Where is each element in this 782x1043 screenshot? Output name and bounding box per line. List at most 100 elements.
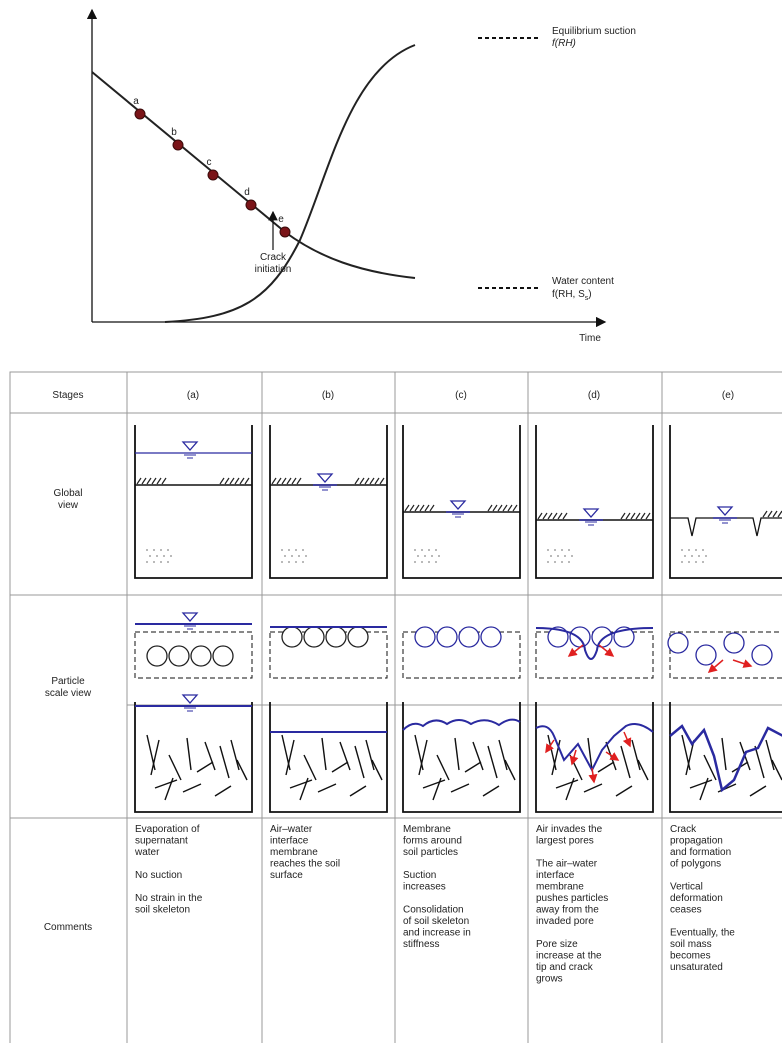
legend-text: ) [588,289,591,300]
soil-dot [695,549,697,551]
comment-text: Air invades the [536,824,603,835]
comment-text: becomes [670,951,711,962]
particle-stick [437,755,449,780]
soil-dot [435,549,437,551]
hatch [488,505,492,511]
soil-dot [160,561,162,563]
soil-dot [695,561,697,563]
row-label: view [58,500,79,511]
container [135,425,252,578]
particle-stick [183,784,201,792]
soil-surface [670,518,782,536]
comment-text: Pore size [536,939,578,950]
particle [169,646,189,666]
hatch [370,478,374,484]
particle-stick [290,780,312,788]
comment-text: of polygons [670,859,721,870]
comment-text: soil mass [670,939,712,950]
water-curve [165,45,415,322]
soil-dot [557,555,559,557]
particle-stick [165,778,173,800]
soil-dot [561,561,563,563]
comment-text: Suction [403,870,436,881]
particle [696,645,716,665]
particle-stick [755,746,764,778]
legend-text: f(RH) [552,38,576,49]
water-symbol [183,695,197,703]
stage-point [246,200,256,210]
comment-text: Consolidation [403,905,464,916]
particle-stick [220,746,229,778]
hatch [420,505,424,511]
particle-stick [690,780,712,788]
particle-stick [332,762,348,772]
particle-stick [433,778,441,800]
point-label: d [244,187,250,198]
soil-dot [421,561,423,563]
hatch [763,511,767,517]
comment-text: No strain in the [135,893,203,904]
soil-dot [298,555,300,557]
comment-text: away from the [536,905,599,916]
header-cell: (c) [455,390,467,401]
comment-text: forms around [403,836,462,847]
hatch [142,478,146,484]
water-symbol [451,501,465,509]
hatch [543,513,547,519]
particle [147,646,167,666]
particle-stick [215,786,231,796]
soil-dot [438,555,440,557]
hatch [355,478,359,484]
particle [191,646,211,666]
comment-text: Evaporation of [135,824,200,835]
hatch [365,478,369,484]
particle [304,627,324,647]
soil-dot [547,549,549,551]
comment-text: The air–water [536,859,598,870]
header-cell: (e) [722,390,734,401]
particle [459,627,479,647]
particle-stick [700,778,708,800]
legend-text: Equilibrium suction [552,26,636,37]
stage-point [208,170,218,180]
hatch [430,505,434,511]
particle [668,633,688,653]
annotation: Crack [260,252,287,263]
hatch [558,513,562,519]
row-label: Particle [51,676,85,687]
hatch [230,478,234,484]
particle [437,627,457,647]
comment-text: of soil skeleton [403,916,469,927]
soil-dot [156,555,158,557]
soil-dot [688,549,690,551]
comment-text: membrane [270,847,318,858]
particle-stick [570,755,582,780]
soil-dot [547,561,549,563]
soil-dot [167,561,169,563]
suction-curve [92,72,415,278]
soil-dot [417,555,419,557]
particle [213,646,233,666]
hatch [235,478,239,484]
soil-dot [305,555,307,557]
hatch [563,513,567,519]
header-cell: Stages [52,390,83,401]
soil-dot [295,561,297,563]
stage-point [173,140,183,150]
soil-dot [288,549,290,551]
comment-text: grows [536,974,563,985]
particle-stick [465,762,481,772]
comment-text: membrane [536,882,584,893]
hatch [415,505,419,511]
comment-text: interface [536,870,575,881]
header-cell: (a) [187,390,199,401]
particle-stick [566,778,574,800]
soil-dot [571,555,573,557]
comment-text: Eventually, the [670,928,735,939]
x-axis-label: Time [579,333,601,344]
hatch [220,478,224,484]
particle-stick [451,784,469,792]
annotation: initiation [255,264,292,275]
comment-text: No suction [135,870,182,881]
hatch [553,513,557,519]
